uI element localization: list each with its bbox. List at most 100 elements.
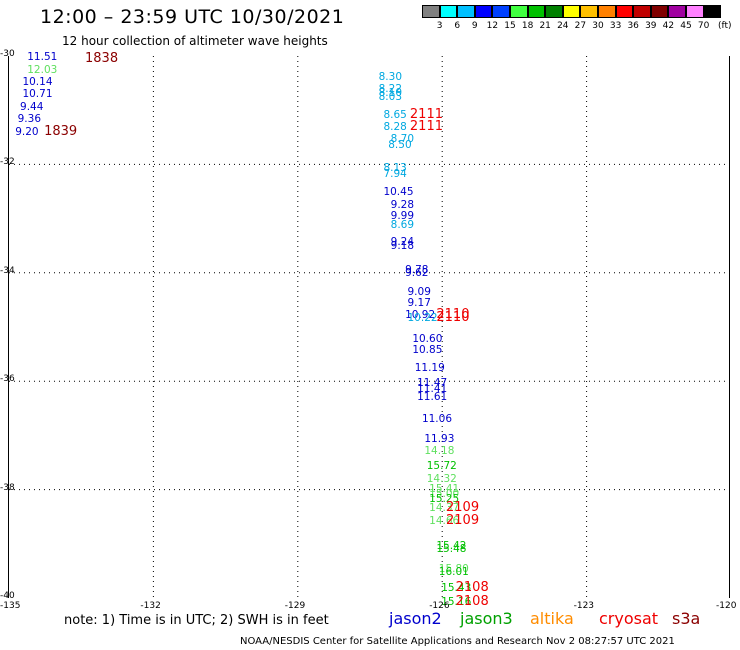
- time-label: 2109: [446, 500, 480, 516]
- wave-height-label: 9.09: [407, 285, 431, 298]
- page-subtitle: 12 hour collection of altimeter wave hei…: [62, 34, 328, 48]
- wave-height-label: 9.36: [17, 113, 42, 126]
- wave-height-label: 11.51: [27, 51, 58, 64]
- wave-height-label: 9.24: [390, 236, 415, 249]
- wave-height-label: 11.19: [414, 362, 445, 375]
- page-title: 12:00 – 23:59 UTC 10/30/2021: [40, 6, 345, 28]
- satellite-legend-item: altika: [530, 609, 574, 628]
- satellite-legend-item: s3a: [672, 609, 701, 628]
- wave-height-label: 8.28: [383, 121, 407, 133]
- colorbar-label: 27: [574, 21, 587, 31]
- latitude-tick-label: -32: [0, 157, 15, 168]
- time-label: 2108: [455, 580, 489, 596]
- latitude-tick-label: -38: [0, 482, 15, 493]
- wave-height-label: 15.43: [441, 582, 472, 595]
- wave-height-label: 14.66: [429, 515, 460, 528]
- wave-height-label: 9.62: [405, 266, 429, 279]
- wave-height-label: 14.37: [429, 502, 460, 515]
- map-grid: [9, 56, 729, 598]
- colorbar-label: 45: [680, 21, 692, 31]
- wave-height-label: 10.71: [22, 88, 53, 101]
- wave-height-label: 9.18: [390, 239, 415, 252]
- colorbar-swatch: [545, 5, 563, 18]
- colorbar-label: 6: [454, 21, 461, 31]
- colorbar-swatch: [633, 5, 651, 18]
- wave-height-label: 8.13: [383, 161, 407, 174]
- wave-height-label: 16.01: [438, 565, 469, 578]
- wave-height-label: 9.20: [15, 125, 39, 138]
- longitude-tick-label: -120: [716, 601, 737, 611]
- colorbar-label: 42: [662, 21, 675, 31]
- wave-height-label: 14.32: [426, 472, 457, 485]
- colorbar-label: 36: [627, 21, 639, 31]
- colorbar-swatch: [615, 5, 634, 18]
- wave-height-label: 10.22: [407, 312, 438, 325]
- satellite-legend-item: cryosat: [599, 609, 659, 628]
- wave-height-label: 15.00: [429, 487, 460, 500]
- wave-height-label: 14.18: [424, 444, 455, 457]
- colorbar-label: 18: [521, 21, 534, 31]
- colorbar-label: 12: [486, 21, 499, 31]
- wave-height-label: 7.94: [383, 167, 407, 180]
- longitude-tick-label: -126: [429, 601, 450, 611]
- wave-height-label: 11.93: [424, 432, 455, 445]
- footer-credit: NOAA/NESDIS Center for Satellite Applica…: [240, 636, 675, 647]
- time-label: 2109: [446, 513, 480, 529]
- time-label: 1839: [44, 123, 78, 139]
- wave-height-label: 9.17: [407, 297, 431, 310]
- wave-height-label: 15.72: [426, 460, 457, 473]
- wave-height-label: 15.16: [441, 596, 472, 609]
- colorbar-label: 30: [592, 21, 604, 31]
- map-plot-area: [8, 56, 730, 598]
- wave-height-label: 11.61: [417, 391, 448, 404]
- colorbar-label: 21: [539, 21, 551, 31]
- time-label: 2110: [436, 310, 470, 326]
- legend-note: note: 1) Time is in UTC; 2) SWH is in fe…: [64, 613, 329, 628]
- latitude-tick-label: -30: [0, 49, 15, 59]
- longitude-tick-label: -135: [0, 601, 21, 611]
- colorbar-swatch: [422, 5, 440, 18]
- colorbar-label: 9: [471, 21, 478, 31]
- wave-height-label: 9.28: [390, 199, 415, 212]
- wave-height-label: 12.03: [27, 63, 58, 76]
- wave-height-label: 15.80: [438, 562, 469, 575]
- wave-height-label: 11.06: [421, 413, 452, 426]
- longitude-tick-label: -132: [140, 601, 161, 611]
- colorbar-swatch: [492, 5, 510, 18]
- wave-height-label: 9.44: [20, 100, 44, 113]
- time-label: 2111: [409, 119, 443, 134]
- colorbar-label: 70: [697, 21, 710, 31]
- wave-height-label: 8.50: [388, 138, 412, 151]
- time-label: 1838: [85, 50, 119, 66]
- satellite-legend-item: jason2: [389, 609, 442, 628]
- longitude-tick-label: -129: [284, 601, 306, 611]
- colorbar-label: 39: [645, 21, 657, 31]
- satellite-legend-item: jason3: [460, 609, 513, 628]
- latitude-tick-label: -40: [0, 591, 15, 601]
- colorbar-swatch: [580, 5, 598, 18]
- colorbar-swatch: [668, 5, 686, 18]
- time-label: 2108: [455, 594, 489, 610]
- colorbar-label: 15: [504, 21, 516, 31]
- latitude-tick-label: -36: [0, 374, 15, 385]
- wave-height-label: 10.14: [22, 76, 53, 89]
- wave-height-label: 11.41: [417, 383, 448, 396]
- colorbar-swatch: [527, 5, 546, 18]
- colorbar-swatch: [598, 5, 616, 18]
- colorbar-label: 3: [436, 21, 443, 31]
- colorbar-swatch: [703, 5, 722, 18]
- wave-height-label: 11.47: [417, 377, 448, 390]
- wave-height-label: 8.65: [383, 109, 407, 122]
- time-label: 2111: [409, 107, 443, 123]
- latitude-tick-label: -34: [0, 265, 15, 276]
- colorbar-swatch: [510, 5, 528, 18]
- colorbar-unit: (ft): [718, 21, 732, 31]
- time-label: 2110: [436, 307, 470, 323]
- wave-height-label: 10.45: [383, 185, 414, 198]
- colorbar-label: 33: [609, 21, 622, 31]
- wave-height-label: 10.60: [412, 333, 443, 346]
- wave-height-label: 8.03: [378, 91, 403, 104]
- wave-height-label: 15.42: [436, 539, 467, 552]
- colorbar-swatch: [457, 5, 475, 18]
- colorbar-swatch: [562, 5, 581, 18]
